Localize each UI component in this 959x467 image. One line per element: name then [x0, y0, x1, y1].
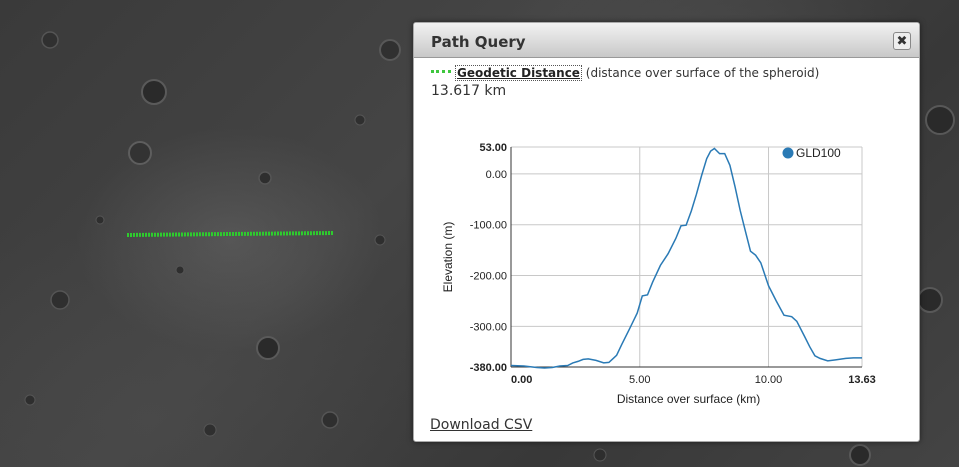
crater — [24, 394, 36, 406]
y-tick-label: -100.00 — [470, 220, 507, 232]
crater — [379, 39, 401, 61]
x-tick-label: 10.00 — [755, 374, 783, 386]
crater — [917, 287, 943, 313]
dotted-line-icon — [431, 70, 451, 73]
crater — [256, 336, 280, 360]
crater — [258, 171, 272, 185]
crater — [321, 411, 339, 429]
close-button[interactable]: ✖ — [893, 32, 911, 50]
x-axis-label: Distance over surface (km) — [617, 392, 760, 406]
x-tick-label: 13.63 — [848, 374, 876, 386]
y-tick-label: 53.00 — [479, 142, 507, 154]
y-tick-label: -380.00 — [470, 362, 507, 374]
crater — [41, 31, 59, 49]
crater — [175, 265, 185, 275]
x-tick-label: 0.00 — [511, 374, 532, 386]
legend-marker — [782, 147, 794, 159]
y-tick-label: -200.00 — [470, 271, 507, 283]
crater — [128, 141, 152, 165]
crater — [849, 444, 871, 466]
crater — [593, 448, 607, 462]
legend-label: GLD100 — [796, 146, 841, 160]
elevation-profile-chart[interactable]: 53.00 0.00 -100.00 -200.00 -300.00 -380.00 0.0… — [414, 118, 919, 418]
crater — [50, 290, 70, 310]
distance-legend: Geodetic Distance (distance over surface… — [431, 65, 820, 81]
distance-value: 13.617 km — [431, 83, 507, 99]
download-csv-link[interactable]: Download CSV — [430, 417, 533, 433]
query-path-line[interactable] — [126, 231, 335, 237]
geodetic-distance-link[interactable]: Geodetic Distance — [455, 65, 582, 81]
panel-title: Path Query — [431, 33, 526, 51]
y-axis-label: Elevation (m) — [441, 222, 455, 293]
crater — [354, 114, 366, 126]
crater — [95, 215, 105, 225]
crater — [203, 423, 217, 437]
panel-header: Path Query ✖ — [414, 23, 919, 58]
crater — [925, 105, 955, 135]
x-tick-label: 5.00 — [629, 374, 650, 386]
y-tick-label: 0.00 — [486, 169, 507, 181]
path-query-panel: Path Query ✖ Geodetic Distance (distance… — [413, 22, 920, 442]
close-icon: ✖ — [896, 34, 908, 49]
crater — [141, 79, 167, 105]
y-tick-label: -300.00 — [470, 321, 507, 333]
legend-description: (distance over surface of the spheroid) — [585, 66, 820, 80]
crater — [374, 234, 386, 246]
series-line-gld100 — [510, 147, 862, 369]
